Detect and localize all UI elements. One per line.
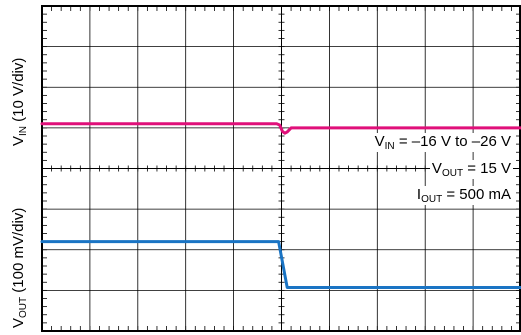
vin-condition-annotation: VIN = –16 V to –26 V	[372, 133, 513, 152]
vout-trace	[40, 240, 521, 289]
plot-frame	[41, 5, 521, 332]
vout-condition-annotation: VOUT = 15 V	[429, 160, 513, 179]
vin-axis-label: VIN (10 V/div)	[10, 57, 29, 146]
vout-axis-label: VOUT (100 mV/div)	[10, 207, 29, 328]
vin-trace	[40, 122, 521, 135]
iout-condition-annotation: IOUT = 500 mA	[414, 186, 513, 205]
